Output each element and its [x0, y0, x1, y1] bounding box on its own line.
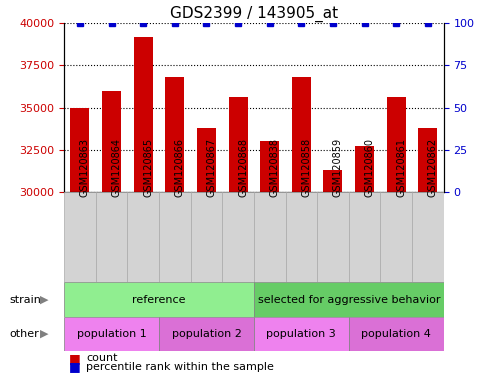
Bar — [349, 192, 381, 282]
Bar — [292, 77, 311, 384]
Bar — [419, 128, 437, 384]
Text: population 3: population 3 — [267, 329, 336, 339]
Text: selected for aggressive behavior: selected for aggressive behavior — [257, 295, 440, 305]
Bar — [127, 192, 159, 282]
Bar — [381, 192, 412, 282]
Text: GSM120838: GSM120838 — [270, 137, 280, 197]
Text: GSM120858: GSM120858 — [301, 137, 312, 197]
Bar — [165, 77, 184, 384]
Text: GSM120860: GSM120860 — [365, 137, 375, 197]
Text: population 1: population 1 — [77, 329, 146, 339]
Text: GSM120868: GSM120868 — [238, 137, 248, 197]
Bar — [412, 192, 444, 282]
Bar — [64, 282, 254, 317]
Bar — [222, 192, 254, 282]
Text: population 2: population 2 — [172, 329, 242, 339]
Text: ▶: ▶ — [40, 295, 49, 305]
Bar — [254, 282, 444, 317]
Bar — [197, 128, 216, 384]
Text: GSM120864: GSM120864 — [111, 137, 122, 197]
Bar — [159, 317, 254, 351]
Bar — [387, 98, 406, 384]
Text: GSM120863: GSM120863 — [80, 137, 90, 197]
Text: GSM120866: GSM120866 — [175, 137, 185, 197]
Text: ■: ■ — [69, 352, 81, 365]
Bar — [285, 192, 317, 282]
Bar — [64, 317, 159, 351]
Bar — [96, 192, 127, 282]
Bar — [254, 317, 349, 351]
Text: GSM120861: GSM120861 — [396, 137, 406, 197]
Text: GSM120859: GSM120859 — [333, 137, 343, 197]
Text: count: count — [86, 353, 118, 363]
Bar — [191, 192, 222, 282]
Text: population 4: population 4 — [361, 329, 431, 339]
Bar — [159, 192, 191, 282]
Bar — [323, 170, 343, 384]
Text: percentile rank within the sample: percentile rank within the sample — [86, 362, 274, 372]
Bar — [102, 91, 121, 384]
Bar — [229, 98, 247, 384]
Title: GDS2399 / 143905_at: GDS2399 / 143905_at — [170, 5, 338, 22]
Text: other: other — [10, 329, 39, 339]
Bar — [254, 192, 285, 282]
Text: ■: ■ — [69, 360, 81, 373]
Bar — [260, 141, 279, 384]
Bar — [349, 317, 444, 351]
Text: reference: reference — [132, 295, 186, 305]
Text: GSM120862: GSM120862 — [428, 137, 438, 197]
Bar — [70, 108, 89, 384]
Bar — [317, 192, 349, 282]
Bar — [355, 146, 374, 384]
Text: GSM120867: GSM120867 — [207, 137, 216, 197]
Bar — [134, 36, 153, 384]
Text: strain: strain — [10, 295, 42, 305]
Bar — [64, 192, 96, 282]
Text: ▶: ▶ — [40, 329, 49, 339]
Text: GSM120865: GSM120865 — [143, 137, 153, 197]
